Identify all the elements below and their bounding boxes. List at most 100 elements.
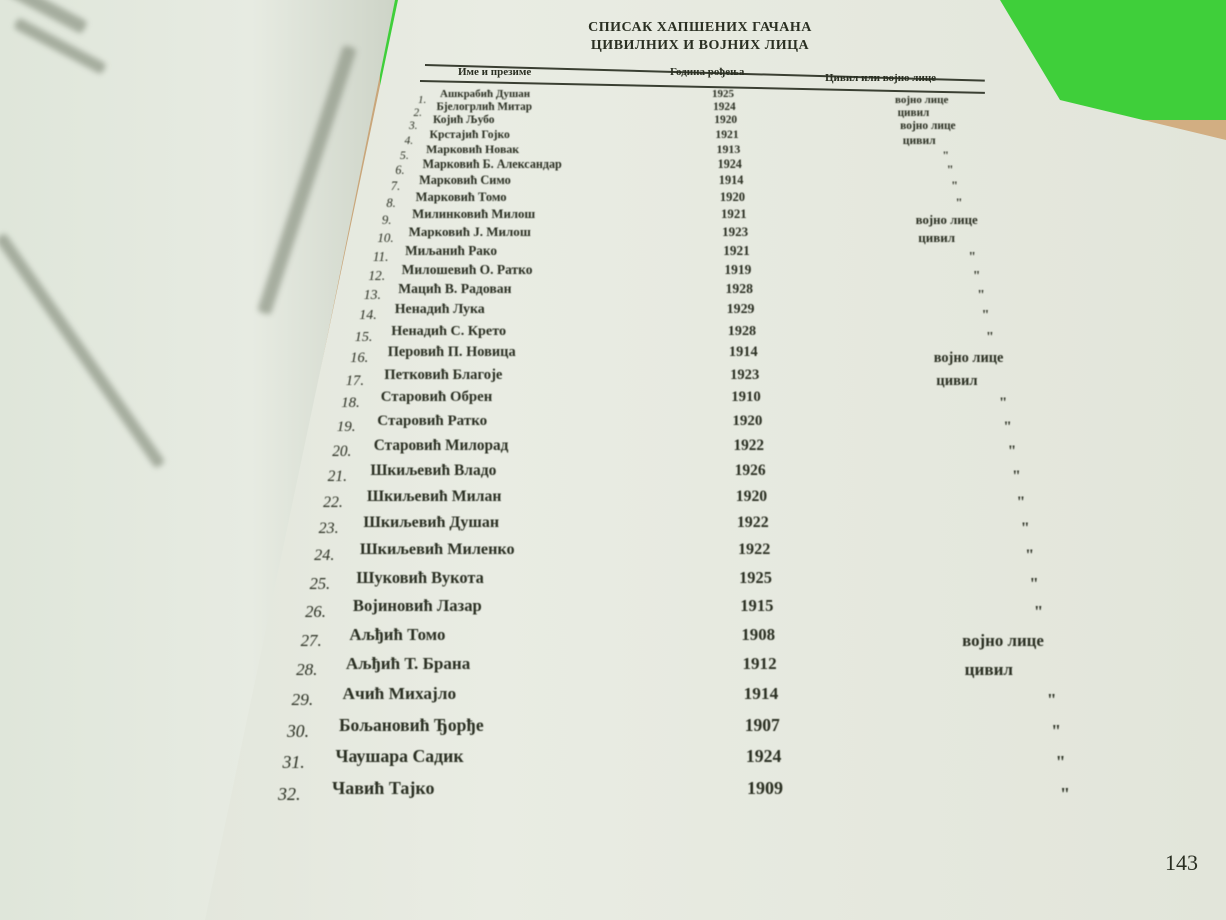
- row-year: 1914: [728, 344, 758, 361]
- row-number: 29.: [291, 690, 314, 710]
- row-year: 1920: [719, 189, 746, 204]
- row-number: 30.: [287, 720, 309, 741]
- row-name: Аљђић Томо: [349, 624, 446, 644]
- row-status: ": [1055, 752, 1066, 773]
- row-year: 1914: [743, 684, 779, 704]
- row-name: Старовић Милорад: [373, 437, 509, 455]
- row-name: Петковић Благоје: [384, 366, 503, 383]
- row-status: цивил: [918, 230, 956, 246]
- row-status: ": [951, 179, 958, 194]
- row-year: 1922: [736, 513, 769, 531]
- row-name: Крстајић Гојко: [429, 127, 510, 141]
- row-number: 5.: [399, 148, 409, 163]
- row-name: Шкиљевић Душан: [363, 513, 500, 531]
- row-name: Ненадић Лука: [394, 301, 485, 317]
- row-year: 1924: [717, 157, 742, 172]
- column-header-status: Цивил или војно лице: [825, 72, 937, 84]
- row-name: Чавић Тајко: [332, 778, 435, 798]
- row-year: 1909: [747, 778, 783, 798]
- row-number: 4.: [404, 133, 414, 147]
- row-number: 19.: [336, 419, 356, 436]
- row-status: војно лице: [915, 212, 978, 227]
- row-name: Милошевић О. Ратко: [401, 261, 533, 277]
- row-number: 2.: [413, 106, 422, 119]
- row-name: Миљанић Рако: [405, 242, 498, 258]
- row-status: ": [999, 395, 1008, 412]
- document-title-line1: СПИСАК ХАПШЕНИХ ГАЧАНА: [588, 20, 812, 35]
- row-status: ": [1051, 720, 1062, 741]
- row-status: ": [981, 307, 990, 323]
- column-header-name: Име и презиме: [458, 66, 532, 78]
- row-year: 1923: [730, 366, 760, 383]
- row-name: Шуковић Вукота: [356, 567, 484, 587]
- row-year: 1926: [734, 462, 766, 480]
- row-name: Мацић В. Радован: [398, 281, 512, 297]
- row-year: 1920: [714, 113, 738, 126]
- row-status: ": [1025, 546, 1035, 565]
- row-number: 7.: [390, 179, 401, 194]
- row-status: ": [1033, 601, 1044, 621]
- row-year: 1924: [745, 746, 782, 767]
- row-number: 9.: [381, 212, 392, 227]
- row-number: 8.: [386, 195, 396, 210]
- row-number: 31.: [282, 752, 305, 773]
- row-status: ": [977, 287, 985, 303]
- row-number: 26.: [305, 601, 326, 621]
- row-name: Којић Љубо: [433, 113, 495, 126]
- row-status: ": [1007, 443, 1017, 461]
- row-status: војно лице: [900, 119, 956, 132]
- row-name: Ашкрабић Душан: [440, 88, 531, 100]
- row-number: 6.: [395, 163, 405, 178]
- row-number: 10.: [377, 230, 394, 246]
- row-year: 1920: [735, 487, 768, 505]
- row-name: Старовић Ратко: [377, 413, 488, 430]
- row-status: ": [942, 148, 950, 163]
- row-year: 1913: [716, 142, 741, 157]
- row-number: 12.: [368, 267, 386, 283]
- column-header-year: Година рођења: [670, 66, 745, 78]
- row-year: 1922: [733, 437, 764, 455]
- row-name: Шкиљевић Миленко: [359, 540, 515, 559]
- row-status: ": [1012, 468, 1021, 486]
- row-name: Марковић Новак: [426, 142, 520, 157]
- row-status: ": [968, 248, 976, 264]
- row-status: ": [1046, 690, 1057, 710]
- row-status: ": [1029, 573, 1039, 593]
- row-status: цивил: [897, 106, 930, 119]
- row-name: Чаушара Садик: [335, 746, 464, 767]
- row-status: цивил: [936, 372, 978, 389]
- row-status: ": [946, 163, 954, 178]
- row-number: 18.: [341, 395, 360, 412]
- row-status: ": [972, 267, 981, 283]
- row-year: 1928: [727, 322, 757, 339]
- row-status: ": [1016, 493, 1026, 511]
- page-number: 143: [1165, 850, 1198, 875]
- row-name: Бјелогрлић Митар: [436, 100, 532, 113]
- row-name: Марковић Б. Александар: [422, 157, 562, 172]
- row-year: 1929: [726, 301, 755, 317]
- row-number: 21.: [327, 468, 348, 486]
- row-name: Шкиљевић Милан: [366, 487, 502, 505]
- row-year: 1921: [723, 242, 750, 258]
- row-status: ": [1060, 784, 1070, 804]
- row-name: Шкиљевић Владо: [370, 462, 497, 480]
- row-year: 1912: [742, 654, 777, 674]
- row-number: 22.: [323, 493, 343, 511]
- row-name: Старовић Обрен: [380, 389, 493, 406]
- row-status: војно лице: [962, 630, 1044, 650]
- row-number: 32.: [278, 784, 301, 804]
- document-title-line2: ЦИВИЛНИХ И ВОЈНИХ ЛИЦА: [590, 38, 810, 53]
- row-status: војно лице: [895, 94, 949, 106]
- row-number: 28.: [296, 660, 318, 680]
- row-name: Војиновић Лазар: [352, 595, 482, 615]
- row-number: 16.: [350, 350, 369, 367]
- row-number: 23.: [318, 519, 339, 537]
- row-status: ": [1020, 519, 1030, 537]
- row-status: ": [1003, 419, 1012, 436]
- row-number: 11.: [372, 248, 389, 264]
- row-year: 1919: [724, 261, 752, 277]
- row-year: 1925: [712, 88, 734, 100]
- row-status: цивил: [902, 133, 936, 147]
- row-year: 1923: [722, 224, 749, 240]
- row-number: 24.: [314, 546, 335, 565]
